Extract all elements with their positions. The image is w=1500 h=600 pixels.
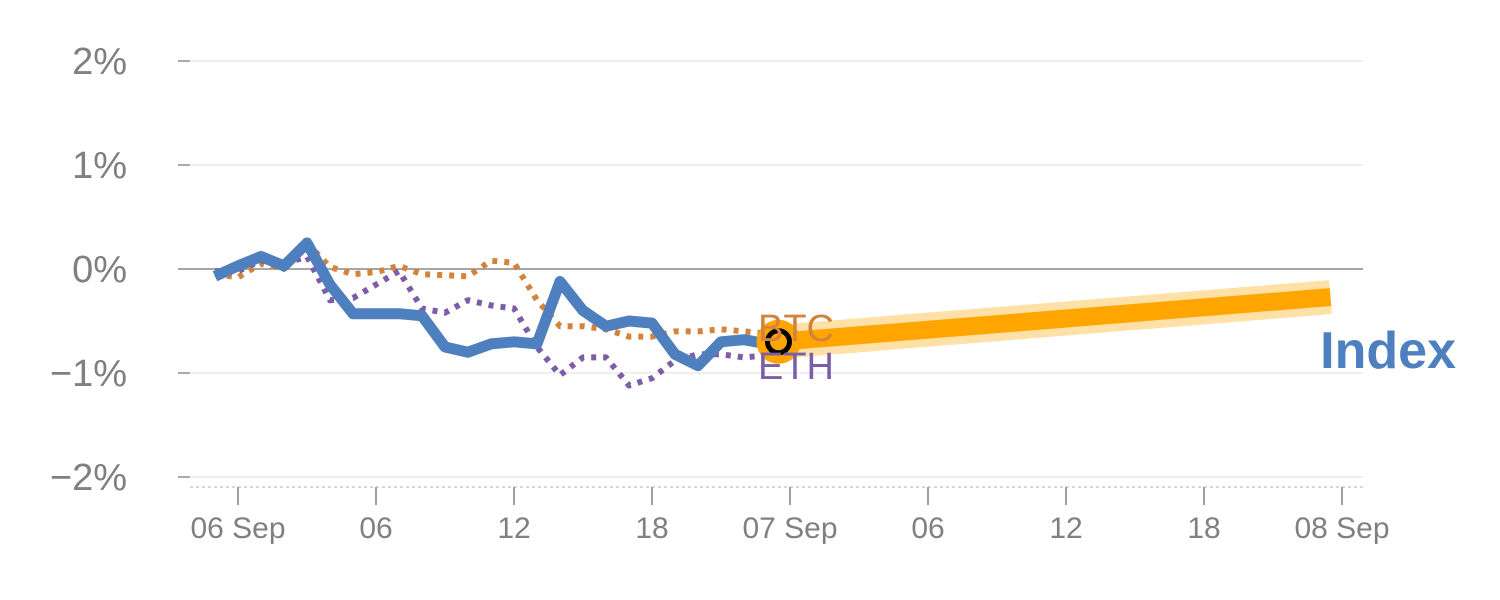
y-axis-ticks: 2% 1% 0% −1% −2% (50, 41, 190, 499)
x-tick-label: 18 (635, 512, 668, 545)
y-tick-label: 2% (72, 41, 127, 83)
eth-series-label: ETH (758, 346, 834, 388)
marker-ring (765, 328, 792, 356)
x-tick-label: 06 (911, 512, 944, 545)
x-tick-label: 07 Sep (742, 512, 837, 545)
gridlines (178, 60, 1363, 478)
eth-line (215, 253, 780, 389)
x-tick-label: 06 Sep (190, 512, 285, 545)
y-tick-label: −2% (50, 457, 127, 499)
series-lines (212, 237, 780, 389)
x-tick-label: 12 (1049, 512, 1082, 545)
index-line (212, 237, 780, 372)
btc-series-label: BTC (758, 308, 834, 350)
x-tick-label: 12 (497, 512, 530, 545)
index-projection (777, 280, 1332, 359)
projection-line (777, 288, 1332, 351)
y-tick-label: −1% (50, 353, 127, 395)
y-tick-label: 1% (72, 145, 127, 187)
x-tick-label: 18 (1187, 512, 1220, 545)
x-tick-label: 08 Sep (1294, 512, 1389, 545)
marker-halo (756, 319, 801, 364)
x-axis: 06 Sep 06 12 18 07 Sep 06 12 18 08 Sep (190, 486, 1390, 545)
index-series-label: Index (1320, 322, 1456, 380)
y-tick-label: 0% (72, 249, 127, 291)
current-marker (756, 319, 801, 364)
x-tick-label: 06 (359, 512, 392, 545)
